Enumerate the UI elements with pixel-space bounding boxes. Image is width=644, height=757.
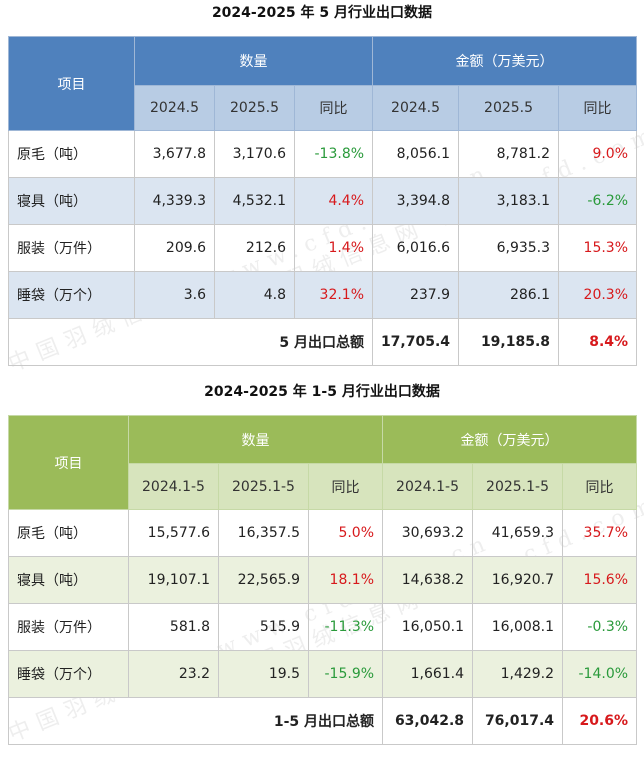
total-row: 1-5 月出口总额 63,042.8 76,017.4 20.6% [7, 697, 638, 745]
quantity-2025: 515.9 [218, 603, 309, 651]
amount-yoy: 9.0% [558, 130, 638, 178]
total-amount-2024: 63,042.8 [382, 697, 474, 745]
quantity-2025: 22,565.9 [218, 556, 309, 604]
quantity-2024: 15,577.6 [128, 509, 219, 557]
total-yoy: 8.4% [558, 318, 638, 366]
column-header: 2024.1-5 [128, 463, 219, 510]
column-header: 2025.5 [458, 85, 560, 131]
amount-2024: 8,056.1 [372, 130, 460, 178]
quantity-yoy: 4.4% [293, 177, 374, 225]
quantity-header: 数量 [127, 415, 384, 464]
item-header: 项目 [8, 415, 129, 510]
amount-2025: 8,781.2 [458, 130, 560, 178]
amount-yoy: -6.2% [558, 177, 638, 225]
quantity-2024: 4,339.3 [134, 177, 215, 225]
table-row: 睡袋（万个） 3.6 4.8 32.1% 237.9 286.1 20.3% [8, 271, 638, 319]
quantity-yoy: -15.9% [307, 650, 384, 698]
column-header: 同比 [562, 463, 638, 510]
quantity-yoy: -13.8% [293, 130, 374, 178]
quantity-2025: 19.5 [218, 650, 309, 698]
total-amount-2025: 19,185.8 [458, 318, 560, 366]
column-header: 同比 [558, 85, 638, 131]
ytd-export-table: 项目 数量 金额（万美元） 2024.1-5 2025.1-5 同比 2024.… [7, 415, 638, 745]
quantity-2024: 3,677.8 [134, 130, 215, 178]
row-label: 服装（万件） [8, 224, 135, 272]
amount-2025: 3,183.1 [458, 177, 560, 225]
quantity-yoy: 5.0% [307, 509, 384, 557]
amount-2024: 14,638.2 [382, 556, 474, 604]
amount-yoy: 20.3% [558, 271, 638, 319]
total-amount-2024: 17,705.4 [372, 318, 460, 366]
amount-2025: 41,659.3 [472, 509, 564, 557]
quantity-2025: 3,170.6 [214, 130, 295, 178]
quantity-2025: 16,357.5 [218, 509, 309, 557]
column-header: 2025.1-5 [218, 463, 309, 510]
quantity-2024: 19,107.1 [128, 556, 219, 604]
total-row: 5 月出口总额 17,705.4 19,185.8 8.4% [7, 318, 638, 366]
row-label: 睡袋（万个） [8, 271, 135, 319]
quantity-2025: 4,532.1 [214, 177, 295, 225]
monthly-export-table: 项目 数量 金额（万美元） 2024.5 2025.5 同比 2024.5 20… [7, 36, 638, 366]
item-header: 项目 [8, 36, 135, 131]
total-label: 5 月出口总额 [7, 318, 374, 366]
amount-2025: 1,429.2 [472, 650, 564, 698]
amount-yoy: 15.3% [558, 224, 638, 272]
amount-yoy: -0.3% [562, 603, 638, 651]
amount-2025: 286.1 [458, 271, 560, 319]
quantity-header: 数量 [133, 36, 374, 86]
quantity-2025: 4.8 [214, 271, 295, 319]
column-header: 同比 [307, 463, 384, 510]
amount-2024: 16,050.1 [382, 603, 474, 651]
table-row: 服装（万件） 581.8 515.9 -11.3% 16,050.1 16,00… [8, 603, 638, 651]
table-row: 原毛（吨） 15,577.6 16,357.5 5.0% 30,693.2 41… [8, 509, 638, 557]
amount-2024: 30,693.2 [382, 509, 474, 557]
column-header: 2025.5 [214, 85, 295, 131]
total-yoy: 20.6% [562, 697, 638, 745]
table2-title: 2024-2025 年 1-5 月行业出口数据 [204, 384, 440, 400]
column-header: 2024.5 [372, 85, 460, 131]
quantity-yoy: 32.1% [293, 271, 374, 319]
row-label: 寝具（吨） [8, 177, 135, 225]
quantity-yoy: 1.4% [293, 224, 374, 272]
column-header: 同比 [293, 85, 374, 131]
column-header: 2025.1-5 [472, 463, 564, 510]
quantity-yoy: -11.3% [307, 603, 384, 651]
table-row: 原毛（吨） 3,677.8 3,170.6 -13.8% 8,056.1 8,7… [8, 130, 638, 178]
row-label: 服装（万件） [8, 603, 129, 651]
quantity-2024: 3.6 [134, 271, 215, 319]
row-label: 原毛（吨） [8, 130, 135, 178]
row-label: 寝具（吨） [8, 556, 129, 604]
row-label: 睡袋（万个） [8, 650, 129, 698]
amount-header: 金额（万美元） [382, 415, 638, 464]
quantity-yoy: 18.1% [307, 556, 384, 604]
row-label: 原毛（吨） [8, 509, 129, 557]
amount-2024: 1,661.4 [382, 650, 474, 698]
amount-2024: 6,016.6 [372, 224, 460, 272]
total-amount-2025: 76,017.4 [472, 697, 564, 745]
amount-2025: 16,920.7 [472, 556, 564, 604]
amount-header: 金额（万美元） [372, 36, 638, 86]
amount-yoy: -14.0% [562, 650, 638, 698]
amount-2025: 16,008.1 [472, 603, 564, 651]
amount-2025: 6,935.3 [458, 224, 560, 272]
table-row: 寝具（吨） 4,339.3 4,532.1 4.4% 3,394.8 3,183… [8, 177, 638, 225]
quantity-2024: 23.2 [128, 650, 219, 698]
quantity-2025: 212.6 [214, 224, 295, 272]
column-header: 2024.1-5 [382, 463, 474, 510]
total-label: 1-5 月出口总额 [7, 697, 384, 745]
table-row: 睡袋（万个） 23.2 19.5 -15.9% 1,661.4 1,429.2 … [8, 650, 638, 698]
quantity-2024: 581.8 [128, 603, 219, 651]
table1-title: 2024-2025 年 5 月行业出口数据 [211, 5, 433, 21]
amount-yoy: 35.7% [562, 509, 638, 557]
table-row: 服装（万件） 209.6 212.6 1.4% 6,016.6 6,935.3 … [8, 224, 638, 272]
table-row: 寝具（吨） 19,107.1 22,565.9 18.1% 14,638.2 1… [8, 556, 638, 604]
column-header: 2024.5 [134, 85, 215, 131]
amount-2024: 237.9 [372, 271, 460, 319]
amount-2024: 3,394.8 [372, 177, 460, 225]
quantity-2024: 209.6 [134, 224, 215, 272]
amount-yoy: 15.6% [562, 556, 638, 604]
